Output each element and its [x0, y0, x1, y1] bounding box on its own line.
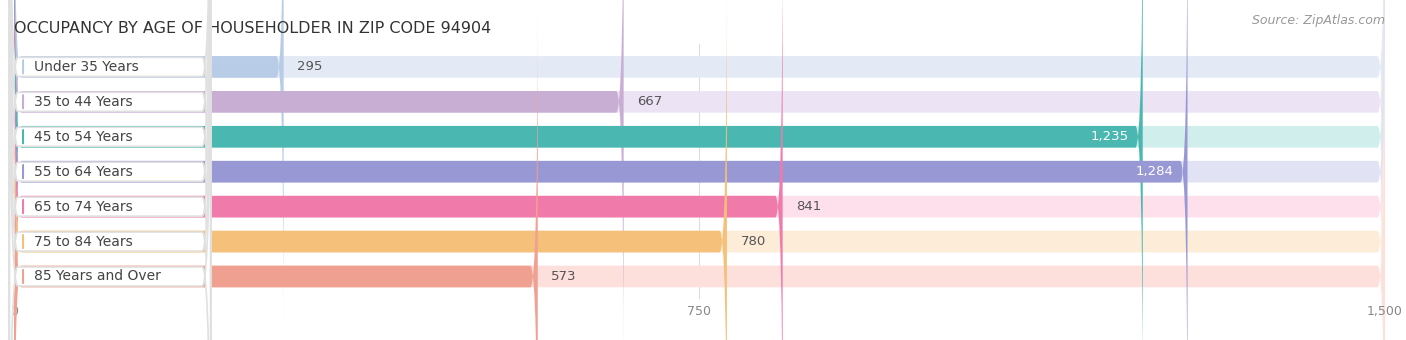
FancyBboxPatch shape: [14, 0, 1143, 340]
Text: 667: 667: [637, 95, 662, 108]
FancyBboxPatch shape: [14, 0, 783, 340]
Text: 780: 780: [741, 235, 766, 248]
FancyBboxPatch shape: [14, 0, 624, 340]
FancyBboxPatch shape: [14, 0, 1188, 340]
Text: 1,284: 1,284: [1136, 165, 1174, 178]
FancyBboxPatch shape: [10, 0, 211, 340]
Text: OCCUPANCY BY AGE OF HOUSEHOLDER IN ZIP CODE 94904: OCCUPANCY BY AGE OF HOUSEHOLDER IN ZIP C…: [14, 21, 491, 36]
Text: 85 Years and Over: 85 Years and Over: [34, 270, 162, 284]
Text: 573: 573: [551, 270, 576, 283]
FancyBboxPatch shape: [14, 0, 1385, 340]
FancyBboxPatch shape: [14, 0, 284, 336]
Text: 55 to 64 Years: 55 to 64 Years: [34, 165, 134, 179]
Text: 75 to 84 Years: 75 to 84 Years: [34, 235, 134, 249]
FancyBboxPatch shape: [10, 0, 211, 340]
FancyBboxPatch shape: [14, 0, 727, 340]
FancyBboxPatch shape: [10, 0, 211, 340]
FancyBboxPatch shape: [14, 0, 1385, 340]
FancyBboxPatch shape: [14, 0, 1385, 340]
Text: 35 to 44 Years: 35 to 44 Years: [34, 95, 132, 109]
FancyBboxPatch shape: [10, 0, 211, 340]
FancyBboxPatch shape: [14, 0, 1385, 340]
Text: 841: 841: [796, 200, 821, 213]
Text: 45 to 54 Years: 45 to 54 Years: [34, 130, 132, 144]
FancyBboxPatch shape: [14, 0, 1385, 336]
FancyBboxPatch shape: [14, 8, 537, 340]
FancyBboxPatch shape: [10, 0, 211, 340]
FancyBboxPatch shape: [14, 0, 1385, 340]
Text: Under 35 Years: Under 35 Years: [34, 60, 139, 74]
Text: 295: 295: [298, 61, 323, 73]
FancyBboxPatch shape: [10, 0, 211, 340]
FancyBboxPatch shape: [10, 0, 211, 340]
Text: 65 to 74 Years: 65 to 74 Years: [34, 200, 134, 214]
Text: 1,235: 1,235: [1091, 130, 1129, 143]
Text: Source: ZipAtlas.com: Source: ZipAtlas.com: [1251, 14, 1385, 27]
FancyBboxPatch shape: [14, 8, 1385, 340]
